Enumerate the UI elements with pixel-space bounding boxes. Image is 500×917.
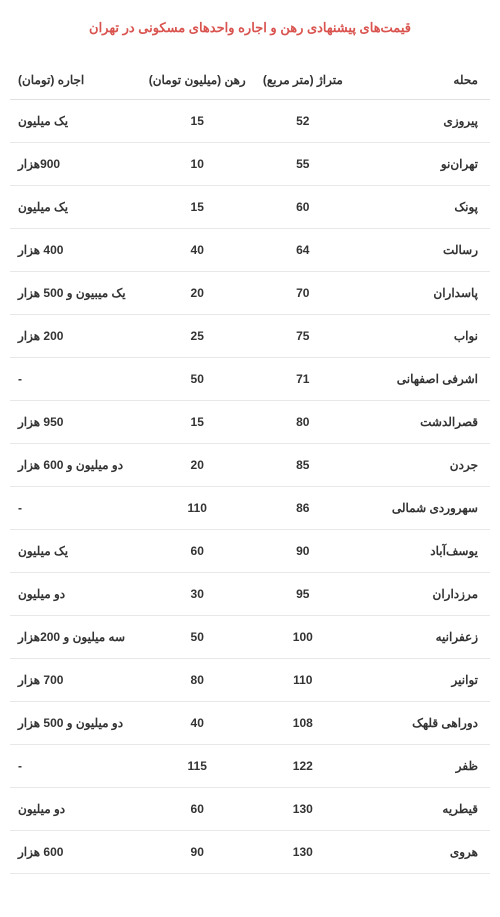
cell-area: 52	[250, 100, 356, 143]
col-deposit: رهن (میلیون تومان)	[144, 61, 250, 100]
cell-neighborhood: قیطریه	[356, 788, 490, 831]
prices-table: محله متراژ (متر مربع) رهن (میلیون تومان)…	[10, 61, 490, 874]
cell-neighborhood: اشرفی اصفهانی	[356, 358, 490, 401]
cell-rent: 200 هزار	[10, 315, 144, 358]
cell-neighborhood: هروی	[356, 831, 490, 874]
table-row: زعفرانیه10050سه میلیون و 200هزار	[10, 616, 490, 659]
cell-deposit: 115	[144, 745, 250, 788]
cell-area: 75	[250, 315, 356, 358]
table-row: مرزداران9530دو میلیون	[10, 573, 490, 616]
cell-area: 108	[250, 702, 356, 745]
table-row: یوسف‌آباد9060یک میلیون	[10, 530, 490, 573]
cell-neighborhood: یوسف‌آباد	[356, 530, 490, 573]
table-row: پاسداران7020یک میبیون و 500 هزار	[10, 272, 490, 315]
cell-rent: 700 هزار	[10, 659, 144, 702]
cell-rent: 400 هزار	[10, 229, 144, 272]
cell-rent: -	[10, 745, 144, 788]
cell-area: 130	[250, 831, 356, 874]
cell-rent: دو میلیون و 600 هزار	[10, 444, 144, 487]
cell-rent: دو میلیون و 500 هزار	[10, 702, 144, 745]
col-area: متراژ (متر مربع)	[250, 61, 356, 100]
table-row: اشرفی اصفهانی7150-	[10, 358, 490, 401]
table-row: جردن8520دو میلیون و 600 هزار	[10, 444, 490, 487]
cell-deposit: 50	[144, 616, 250, 659]
cell-rent: -	[10, 358, 144, 401]
table-row: توانیر11080700 هزار	[10, 659, 490, 702]
cell-deposit: 20	[144, 272, 250, 315]
cell-deposit: 30	[144, 573, 250, 616]
cell-deposit: 50	[144, 358, 250, 401]
cell-neighborhood: جردن	[356, 444, 490, 487]
cell-area: 95	[250, 573, 356, 616]
cell-area: 130	[250, 788, 356, 831]
cell-neighborhood: دوراهی قلهک	[356, 702, 490, 745]
cell-area: 71	[250, 358, 356, 401]
table-row: تهران‌نو5510900هزار	[10, 143, 490, 186]
cell-area: 86	[250, 487, 356, 530]
cell-rent: یک میلیون	[10, 100, 144, 143]
cell-area: 100	[250, 616, 356, 659]
table-row: رسالت6440400 هزار	[10, 229, 490, 272]
cell-rent: یک میلیون	[10, 530, 144, 573]
cell-deposit: 10	[144, 143, 250, 186]
table-row: هروی13090600 هزار	[10, 831, 490, 874]
cell-deposit: 60	[144, 788, 250, 831]
cell-deposit: 20	[144, 444, 250, 487]
cell-neighborhood: رسالت	[356, 229, 490, 272]
table-row: پیروزی5215یک میلیون	[10, 100, 490, 143]
cell-deposit: 40	[144, 702, 250, 745]
cell-area: 60	[250, 186, 356, 229]
table-row: سهروردی شمالی86110-	[10, 487, 490, 530]
cell-neighborhood: قصرالدشت	[356, 401, 490, 444]
cell-neighborhood: زعفرانیه	[356, 616, 490, 659]
table-row: نواب7525200 هزار	[10, 315, 490, 358]
table-row: قیطریه13060دو میلیون	[10, 788, 490, 831]
cell-neighborhood: ظفر	[356, 745, 490, 788]
cell-rent: یک میبیون و 500 هزار	[10, 272, 144, 315]
cell-neighborhood: توانیر	[356, 659, 490, 702]
cell-neighborhood: مرزداران	[356, 573, 490, 616]
cell-area: 85	[250, 444, 356, 487]
cell-rent: 950 هزار	[10, 401, 144, 444]
cell-neighborhood: پونک	[356, 186, 490, 229]
col-neighborhood: محله	[356, 61, 490, 100]
table-header-row: محله متراژ (متر مربع) رهن (میلیون تومان)…	[10, 61, 490, 100]
page-title: قیمت‌های پیشنهادی رهن و اجاره واحدهای مس…	[10, 20, 490, 36]
cell-neighborhood: نواب	[356, 315, 490, 358]
cell-area: 122	[250, 745, 356, 788]
cell-rent: یک میلیون	[10, 186, 144, 229]
table-row: قصرالدشت8015950 هزار	[10, 401, 490, 444]
cell-deposit: 40	[144, 229, 250, 272]
cell-neighborhood: پیروزی	[356, 100, 490, 143]
cell-neighborhood: سهروردی شمالی	[356, 487, 490, 530]
cell-area: 90	[250, 530, 356, 573]
cell-deposit: 60	[144, 530, 250, 573]
cell-rent: 600 هزار	[10, 831, 144, 874]
cell-rent: -	[10, 487, 144, 530]
cell-rent: دو میلیون	[10, 788, 144, 831]
cell-deposit: 25	[144, 315, 250, 358]
cell-area: 70	[250, 272, 356, 315]
table-row: دوراهی قلهک10840دو میلیون و 500 هزار	[10, 702, 490, 745]
cell-rent: 900هزار	[10, 143, 144, 186]
cell-area: 80	[250, 401, 356, 444]
cell-deposit: 15	[144, 100, 250, 143]
table-row: پونک6015یک میلیون	[10, 186, 490, 229]
cell-deposit: 15	[144, 401, 250, 444]
cell-deposit: 110	[144, 487, 250, 530]
cell-deposit: 90	[144, 831, 250, 874]
cell-area: 55	[250, 143, 356, 186]
table-container: قیمت‌های پیشنهادی رهن و اجاره واحدهای مس…	[0, 0, 500, 894]
cell-deposit: 80	[144, 659, 250, 702]
cell-neighborhood: پاسداران	[356, 272, 490, 315]
table-row: ظفر122115-	[10, 745, 490, 788]
cell-deposit: 15	[144, 186, 250, 229]
cell-area: 64	[250, 229, 356, 272]
cell-neighborhood: تهران‌نو	[356, 143, 490, 186]
cell-rent: دو میلیون	[10, 573, 144, 616]
col-rent: اجاره (تومان)	[10, 61, 144, 100]
cell-area: 110	[250, 659, 356, 702]
cell-rent: سه میلیون و 200هزار	[10, 616, 144, 659]
